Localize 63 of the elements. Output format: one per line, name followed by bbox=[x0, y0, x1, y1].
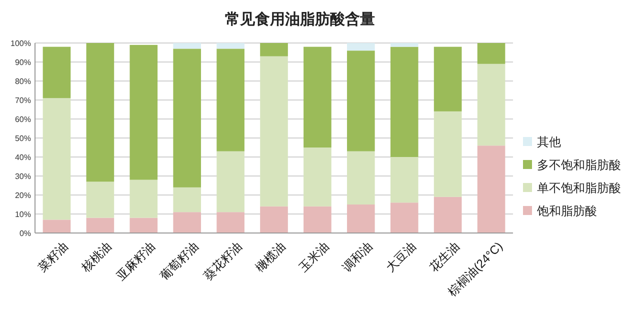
bar bbox=[216, 48, 244, 152]
y-tick-label: 70% bbox=[14, 96, 31, 105]
bar bbox=[477, 43, 506, 64]
bar bbox=[434, 196, 462, 233]
y-tick-label: 80% bbox=[14, 76, 31, 86]
legend-label: 其他 bbox=[537, 135, 561, 150]
x-tick-label: 调和油 bbox=[340, 239, 375, 275]
x-tick-label: 亚麻籽油 bbox=[114, 239, 158, 283]
bar bbox=[304, 206, 332, 233]
x-tick-label: 核桃油 bbox=[78, 239, 114, 276]
bar bbox=[477, 146, 506, 233]
bar bbox=[477, 64, 506, 146]
bar bbox=[173, 43, 201, 49]
x-tick-label: 花生油 bbox=[426, 239, 462, 275]
legend-label: 多不饱和脂肪酸 bbox=[537, 158, 621, 172]
bar bbox=[42, 220, 71, 233]
bar bbox=[216, 43, 244, 49]
bar bbox=[434, 111, 462, 197]
bar bbox=[130, 44, 158, 180]
x-tick-label: 葡萄籽油 bbox=[157, 239, 202, 283]
bar bbox=[390, 157, 418, 203]
bar bbox=[130, 180, 158, 218]
bar bbox=[260, 206, 288, 233]
bar bbox=[216, 151, 244, 212]
bar bbox=[130, 218, 158, 233]
y-tick-label: 40% bbox=[14, 152, 31, 162]
x-tick-label: 橄榄油 bbox=[252, 239, 288, 275]
bar bbox=[86, 182, 114, 218]
y-tick-label: 60% bbox=[14, 114, 31, 124]
bar bbox=[304, 46, 332, 148]
bar bbox=[390, 202, 418, 233]
chart-title: 常见食用油脂肪酸含量 bbox=[225, 11, 375, 28]
bar bbox=[347, 43, 375, 51]
y-tick-label: 10% bbox=[14, 210, 31, 219]
bar bbox=[434, 46, 462, 112]
bar bbox=[347, 204, 375, 233]
bar bbox=[216, 212, 244, 233]
x-tick-label: 大豆油 bbox=[383, 239, 418, 275]
bar bbox=[260, 56, 288, 206]
bar bbox=[390, 46, 418, 157]
bar bbox=[390, 43, 418, 47]
x-tick-label: 菜籽油 bbox=[35, 239, 71, 275]
y-tick-label: 20% bbox=[14, 190, 31, 200]
y-tick-label: 100% bbox=[10, 38, 31, 48]
bar bbox=[347, 151, 375, 204]
bar bbox=[347, 50, 375, 152]
y-tick-label: 90% bbox=[14, 58, 31, 67]
y-tick-label: 0% bbox=[19, 228, 31, 238]
y-tick-label: 30% bbox=[14, 172, 31, 181]
bar bbox=[86, 43, 114, 182]
bar bbox=[86, 218, 114, 233]
bar bbox=[260, 43, 288, 56]
bar bbox=[173, 212, 201, 233]
x-tick-label: 葵花籽油 bbox=[200, 239, 245, 283]
legend-label: 饱和脂肪酸 bbox=[536, 204, 597, 218]
legend-label: 单不饱和脂肪酸 bbox=[537, 181, 621, 196]
bar bbox=[173, 48, 201, 188]
bar bbox=[42, 98, 71, 220]
bar bbox=[304, 148, 332, 206]
bar bbox=[42, 46, 71, 98]
bar bbox=[173, 187, 201, 212]
y-tick-label: 50% bbox=[14, 134, 31, 143]
x-tick-label: 玉米油 bbox=[296, 239, 332, 275]
